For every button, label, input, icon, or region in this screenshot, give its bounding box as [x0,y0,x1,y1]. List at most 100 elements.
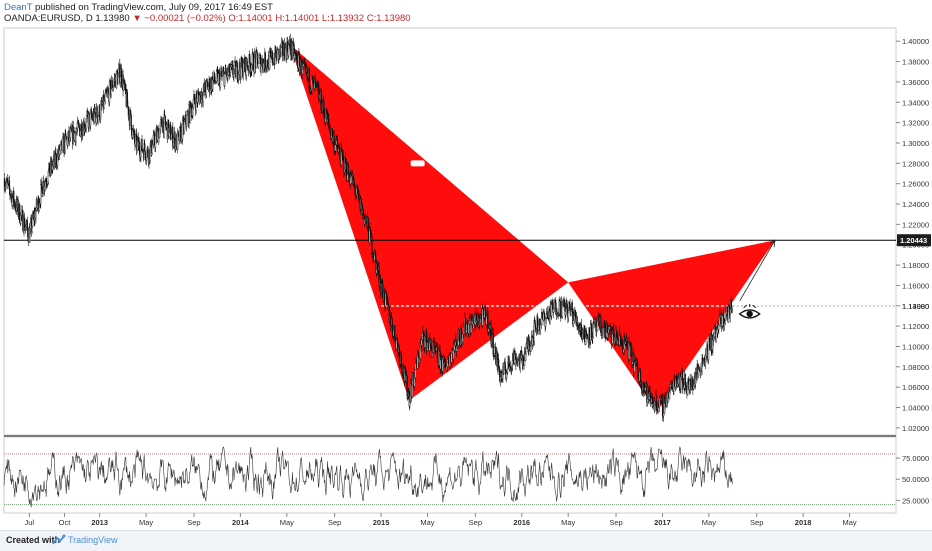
price-tick-label: 1.06000 [902,383,929,392]
candle-body [235,66,237,77]
candle-body [375,255,377,261]
pattern-ratio-mark [617,256,632,263]
time-tick-label: May [842,518,856,527]
price-tick-label: 1.38000 [902,58,929,67]
eye-pupil [746,310,753,318]
candle-body [602,326,604,336]
publish-info: published on TradingView.com, July 09, 2… [32,2,273,13]
pattern-ratio-mark [410,160,425,167]
candle-body [151,145,153,154]
price-tick-label: 1.36000 [902,78,929,87]
harmonic-leg-xab [289,44,569,401]
candle-body [401,363,403,372]
candle-body [363,214,365,216]
candle-body [89,112,92,126]
candle-body [503,363,505,374]
tradingview-logo-icon[interactable] [52,534,66,546]
chart-canvas[interactable]: 1.40000 1.38000 1.36000 1.34000 1.32000 1.300… [0,0,932,530]
candle-body [130,114,132,126]
time-tick-label: Sep [469,518,482,527]
tradingview-brand-link[interactable]: TradingView [68,535,118,545]
candle-body [316,82,318,87]
candle-body [104,93,106,102]
candle-body [120,67,123,84]
candle-body [96,106,98,118]
price-tick-label: 1.04000 [902,404,929,413]
candle-body [644,385,646,391]
projection-arrow-head [769,239,776,248]
candle-body [724,320,726,323]
price-tick-label: 1.02000 [902,424,929,433]
candle-body [721,315,724,327]
time-tick-label: 2015 [373,518,390,527]
candle-body [141,139,143,152]
price-tick-label: 1.28000 [902,159,929,168]
time-tick-label: May [561,518,575,527]
candle-body [233,61,236,70]
candle-body [492,333,494,355]
time-tick-label: Jul [25,518,35,527]
candle-body [698,367,700,370]
resistance-price-tag [897,234,931,247]
candle-body [100,104,102,118]
rsi-line [3,446,733,508]
price-pane-border [3,27,897,436]
candle-body [465,329,467,333]
candle-body [576,316,578,325]
candle-body [183,120,185,131]
candle-body [61,138,64,151]
candle-body [271,51,274,64]
time-tick-label: May [139,518,153,527]
price-tick-label: 1.10000 [902,342,929,351]
eye-icon [738,303,761,319]
author-link[interactable]: DeanT [4,2,33,13]
candle-body [707,338,710,360]
price-tick-label: 1.14000 [902,302,929,311]
candle-body [97,115,99,122]
candle-body [197,93,199,103]
rsi-tick-label: 25.0000 [902,496,929,505]
resistance-price-label: 1.20443 [900,236,927,245]
ohlc-values: O:1.14001 H:1.14001 L:1.13932 C:1.13980 [225,13,411,24]
symbol-line: OANDA:EURUSD, D 1.13980 ▼ −0.00021 (−0.0… [4,13,411,24]
candle-body [286,41,289,52]
time-tick-label: May [702,518,716,527]
candle-body [24,226,27,229]
price-tick-label: 1.12000 [902,322,929,331]
candle-body [131,124,133,136]
time-tick-label: Sep [609,518,622,527]
price-tick-label: 1.32000 [902,119,929,128]
price-tick-label: 1.08000 [902,363,929,372]
publish-line: DeanT published on TradingView.com, July… [4,2,411,13]
time-tick-label: May [420,518,434,527]
time-tick-label: 2014 [232,518,250,527]
price-tick-label: 1.24000 [902,200,929,209]
candle-body [308,69,310,89]
current-price-label: 1.13980 [902,302,929,311]
candle-body [150,140,152,156]
chart-header: DeanT published on TradingView.com, July… [4,2,411,26]
candle-body [161,118,163,128]
candle-body [154,135,157,148]
price-tick-label: 1.16000 [902,281,929,290]
candle-body [486,316,488,325]
symbol-price: OANDA:EURUSD, D 1.13980 [4,13,130,24]
price-tick-label: 1.30000 [902,139,929,148]
candle-body [525,353,527,361]
rsi-tick-label: 50.0000 [902,475,929,484]
candlestick-series [3,33,734,422]
candle-body [152,134,155,145]
candle-body [371,237,373,255]
price-tick-label: 1.40000 [902,37,929,46]
candle-body [494,347,496,354]
candle-body [88,113,90,128]
rsi-pane-border [3,436,897,514]
candle-body [224,73,226,87]
candle-body [699,369,701,372]
candle-body [192,99,195,108]
price-tick-label: 1.26000 [902,180,929,189]
candle-body [487,310,489,331]
candle-body [79,130,81,137]
candle-body [394,325,396,339]
candle-body [144,143,146,152]
